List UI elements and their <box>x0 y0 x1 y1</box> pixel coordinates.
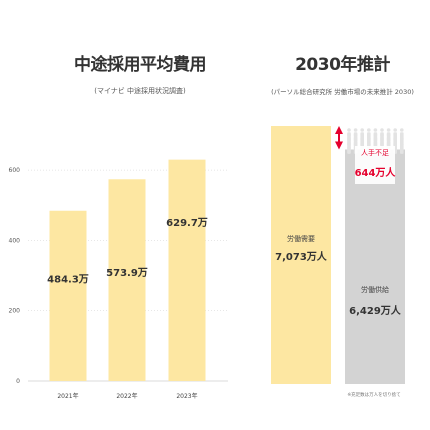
bar-労働供給 <box>345 149 405 384</box>
arrow-head-up <box>335 126 343 134</box>
arrow-head-down <box>335 141 343 150</box>
y-tick-label: 200 <box>9 308 21 315</box>
person-icon <box>400 142 404 154</box>
bar-労働需要 <box>271 126 331 384</box>
person-icon <box>347 142 351 154</box>
right-chart-subtitle: (パーソル総合研究所 労働市場の未来推計 2030) <box>271 88 414 96</box>
demand-value: 7,073万人 <box>275 250 328 263</box>
x-tick-label: 2021年 <box>57 392 78 400</box>
footnote: ※充足数は万人を切り捨て <box>347 391 400 398</box>
shortage-label: 人手不足 <box>361 148 389 157</box>
left-chart-title: 中途採用平均費用 <box>74 55 207 75</box>
bar-2021年 <box>49 210 87 381</box>
bar-2023年 <box>168 159 206 381</box>
demand-label: 労働需要 <box>287 234 315 243</box>
y-tick-label: 400 <box>9 237 21 244</box>
shortage-value: 644万人 <box>355 166 397 179</box>
shortage-label-bg <box>355 146 395 184</box>
supply-label: 労働供給 <box>361 285 389 294</box>
bar-data-label: 629.7万 <box>166 217 208 229</box>
supply-value: 6,429万人 <box>349 304 402 317</box>
right-chart-title: 2030年推計 <box>295 55 390 75</box>
bar-data-label: 573.9万 <box>106 267 148 279</box>
x-tick-label: 2022年 <box>116 392 137 400</box>
y-tick-label: 0 <box>16 378 20 385</box>
bar-2022年 <box>108 179 146 381</box>
y-tick-label: 600 <box>9 167 21 174</box>
left-chart-subtitle: (マイナビ 中途採用状況調査) <box>94 87 186 95</box>
bar-data-label: 484.3万 <box>47 273 89 285</box>
x-tick-label: 2023年 <box>176 392 197 400</box>
